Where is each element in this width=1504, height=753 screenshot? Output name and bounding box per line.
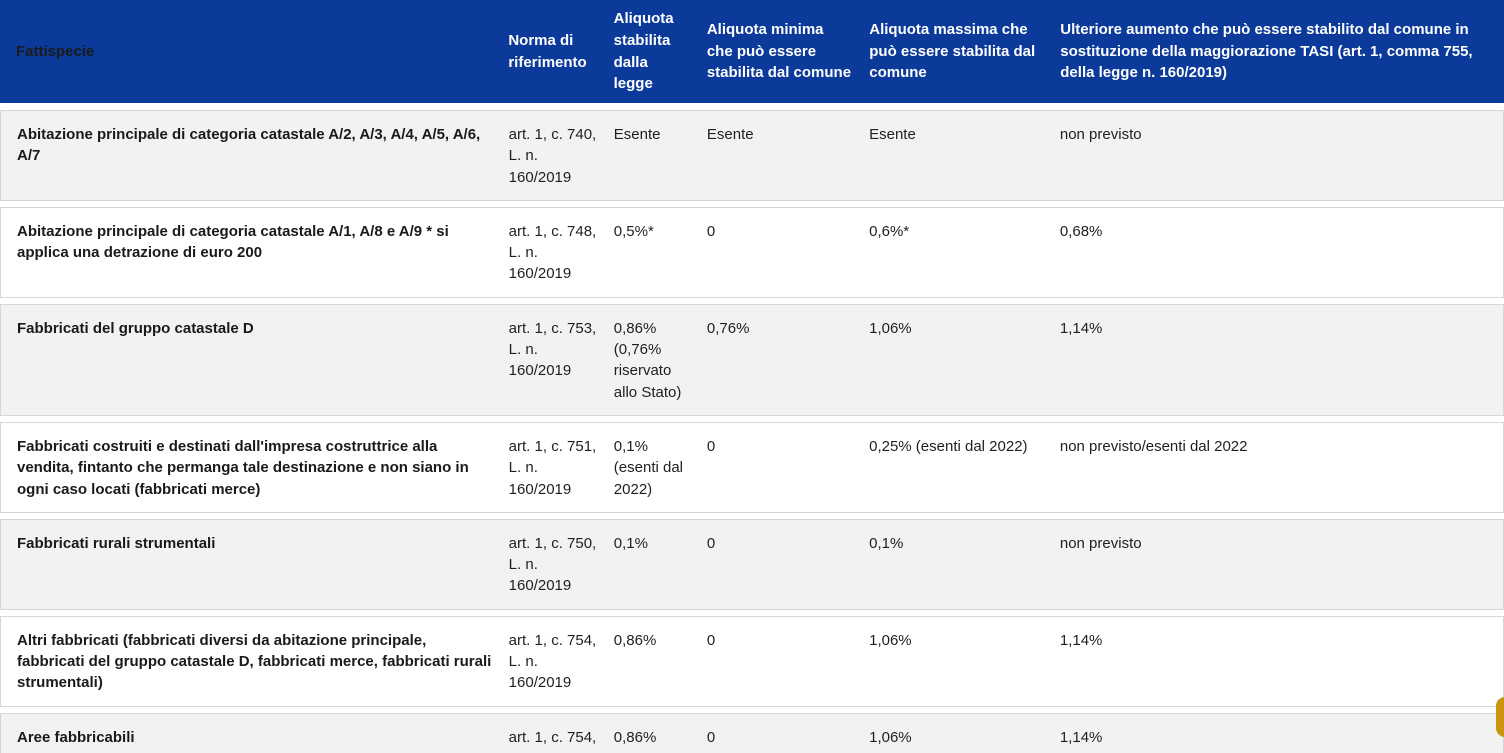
cell-norma-di-riferimento: art. 1, c. 754, L. n. 160/2019	[508, 728, 597, 753]
table-row: Fabbricati costruiti e destinati dall'im…	[0, 421, 1504, 513]
table-body: Abitazione principale di categoria catas…	[0, 103, 1504, 753]
cell-fattispecie: Fabbricati costruiti e destinati dall'im…	[17, 437, 469, 498]
cell-aliquota-minima: 0,76%	[706, 319, 750, 337]
cell-aliquota-stabilita-dalla-legge: 0,86%	[613, 728, 657, 746]
cell-aliquota-stabilita-dalla-legge: 0,1%	[613, 534, 648, 552]
cell-aliquota-stabilita-dalla-legge: 0,86%	[613, 631, 657, 649]
cell-ulteriore-aumento: non previsto/esenti dal 2022	[1059, 437, 1248, 455]
cell-aliquota-stabilita-dalla-legge: 0,1% (esenti dal 2022)	[613, 437, 684, 498]
cell-norma-di-riferimento: art. 1, c. 754, L. n. 160/2019	[508, 631, 597, 692]
cell-fattispecie: Fabbricati del gruppo catastale D	[17, 319, 254, 337]
cell-ulteriore-aumento: 1,14%	[1059, 631, 1103, 649]
cell-aliquota-minima: 0	[706, 534, 716, 552]
cell-aliquota-massima: Esente	[869, 126, 916, 143]
cell-aliquota-minima: 0	[706, 222, 716, 240]
cell-aliquota-minima: Esente	[706, 126, 754, 143]
cell-ulteriore-aumento: non previsto	[1059, 534, 1142, 552]
cell-aliquota-stabilita-dalla-legge: 0,86% (0,76% riservato allo Stato)	[613, 319, 682, 401]
column-header-norma-di-riferimento: Norma di riferimento	[508, 31, 587, 71]
cell-fattispecie: Fabbricati rurali strumentali	[17, 534, 216, 552]
cell-aliquota-massima: 1,06%	[869, 631, 912, 649]
cell-ulteriore-aumento: 0,68%	[1059, 222, 1103, 240]
cell-aliquota-minima: 0	[706, 728, 716, 746]
cell-aliquota-massima: 0,6%*	[869, 222, 910, 240]
cell-ulteriore-aumento: 1,14%	[1059, 319, 1103, 337]
table-row: Fabbricati rurali strumentali art. 1, c.…	[0, 518, 1504, 610]
table-row: Fabbricati del gruppo catastale D art. 1…	[0, 303, 1504, 416]
cell-fattispecie: Aree fabbricabili	[17, 728, 135, 746]
table-row: Aree fabbricabili art. 1, c. 754, L. n. …	[0, 712, 1504, 753]
column-header-ulteriore-aumento: Ulteriore aumento che può essere stabili…	[1060, 20, 1473, 82]
back-to-top-button[interactable]: ⌃	[1496, 697, 1504, 737]
column-header-aliquota-minima: Aliquota minima che può essere stabilita…	[706, 20, 852, 82]
column-header-aliquota-stabilita-dalla-legge: Aliquota stabilita dalla legge	[613, 10, 674, 93]
cell-aliquota-stabilita-dalla-legge: 0,5%*	[613, 222, 654, 240]
cell-aliquota-massima: 0,25% (esenti dal 2022)	[869, 437, 1028, 455]
column-header-fattispecie: Fattispecie	[16, 42, 95, 60]
table-row: Abitazione principale di categoria catas…	[0, 206, 1504, 298]
cell-fattispecie: Abitazione principale di categoria catas…	[17, 126, 481, 165]
cell-norma-di-riferimento: art. 1, c. 750, L. n. 160/2019	[508, 534, 597, 595]
cell-fattispecie: Abitazione principale di categoria catas…	[17, 222, 449, 262]
cell-norma-di-riferimento: art. 1, c. 751, L. n. 160/2019	[508, 437, 597, 498]
table-header-row: Fattispecie Norma di riferimento Aliquot…	[0, 0, 1504, 103]
cell-fattispecie: Altri fabbricati (fabbricati diversi da …	[17, 631, 492, 692]
cell-aliquota-massima: 1,06%	[869, 728, 912, 746]
cell-aliquota-minima: 0	[706, 437, 716, 455]
cell-aliquota-massima: 0,1%	[869, 534, 904, 552]
table-row: Altri fabbricati (fabbricati diversi da …	[0, 615, 1504, 707]
cell-ulteriore-aumento: non previsto	[1059, 126, 1142, 143]
cell-aliquota-massima: 1,06%	[869, 319, 912, 337]
cell-norma-di-riferimento: art. 1, c. 748, L. n. 160/2019	[508, 222, 597, 283]
cell-aliquota-stabilita-dalla-legge: Esente	[613, 126, 661, 143]
column-header-aliquota-massima: Aliquota massima che può essere stabilit…	[869, 20, 1036, 82]
cell-ulteriore-aumento: 1,14%	[1059, 728, 1103, 746]
cell-norma-di-riferimento: art. 1, c. 753, L. n. 160/2019	[508, 319, 597, 380]
cell-norma-di-riferimento: art. 1, c. 740, L. n. 160/2019	[508, 126, 597, 186]
table-row: Abitazione principale di categoria catas…	[0, 110, 1504, 201]
cell-aliquota-minima: 0	[706, 631, 716, 649]
